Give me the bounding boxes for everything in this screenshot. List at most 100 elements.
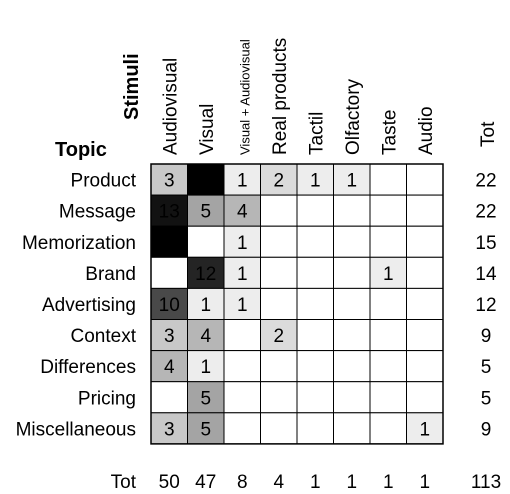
cell-pricing-taste (369, 381, 407, 414)
grand-total: 113 (471, 472, 501, 493)
row-label-message: Message (59, 202, 136, 223)
cell-value: 5 (200, 419, 211, 440)
cell-advertising-real-products (260, 287, 298, 320)
column-total: 1 (346, 472, 357, 493)
grid-border (150, 163, 444, 445)
cell-value: 3 (164, 419, 175, 440)
cell-differences-tactil (296, 350, 334, 383)
row-label-brand: Brand (85, 264, 136, 285)
cell-product-audio (406, 163, 444, 196)
cell-brand-real-products (260, 256, 298, 289)
cell-context-visual-audiovisual (223, 319, 261, 352)
cell-value: 1 (237, 171, 248, 192)
cell-value: 3 (164, 326, 175, 347)
cell-context-real-products (260, 319, 298, 352)
column-label-audio: Audio (416, 106, 437, 155)
cell-differences-audio (406, 350, 444, 383)
row-totals: 22 22 15 14 12 9 5 5 9 (475, 171, 497, 441)
cell-pricing-olfactory (333, 381, 371, 414)
cell-value: 14 (195, 171, 217, 192)
row-label-product: Product (71, 171, 137, 192)
row-label-miscellaneous: Miscellaneous (16, 419, 136, 440)
cell-value: 1 (310, 171, 321, 192)
column-totals: 50 47 8 4 1 1 1 1 (159, 472, 430, 493)
cell-differences-visual-audiovisual (223, 350, 261, 383)
column-label-tactil: Tactil (306, 112, 327, 155)
column-labels: Audiovisual Visual Visual + Audiovisual Rea… (160, 38, 437, 155)
row-label-memorization: Memorization (22, 233, 136, 254)
cell-value: 3 (164, 171, 175, 192)
cell-value: 4 (237, 202, 248, 223)
column-total: 1 (383, 472, 394, 493)
cell-advertising-visual-audiovisual (223, 287, 261, 320)
row-total: 5 (481, 388, 492, 409)
cell-pricing-visual (187, 381, 225, 414)
topic-axis-title: Topic (55, 139, 107, 161)
cell-differences-real-products (260, 350, 298, 383)
cell-advertising-audio (406, 287, 444, 320)
column-label-visual-audiovisual: Visual + Audiovisual (237, 39, 252, 155)
cell-value: 1 (237, 295, 248, 316)
cell-differences-visual (187, 350, 225, 383)
row-total: 14 (475, 264, 497, 285)
stimuli-axis-title: Stimuli (121, 53, 143, 120)
cell-differences-olfactory (333, 350, 371, 383)
cell-value: 1 (200, 295, 211, 316)
column-label-audiovisual: Audiovisual (160, 58, 181, 155)
row-total: 9 (481, 419, 492, 440)
cell-product-visual (187, 163, 225, 196)
cell-value: 13 (159, 202, 180, 223)
row-total: 5 (481, 357, 492, 378)
row-total: 22 (475, 171, 496, 192)
cell-value: 5 (200, 388, 211, 409)
cell-product-olfactory (333, 163, 371, 196)
row-total: 12 (475, 295, 496, 316)
cell-message-real-products (260, 194, 298, 227)
cell-message-tactil (296, 194, 334, 227)
tot-column-header: Tot (478, 121, 499, 147)
row-label-differences: Differences (40, 357, 136, 378)
cell-advertising-tactil (296, 287, 334, 320)
cell-miscellaneous-real-products (260, 412, 298, 445)
cell-pricing-real-products (260, 381, 298, 414)
column-label-olfactory: Olfactory (343, 78, 364, 155)
row-label-context: Context (71, 326, 137, 347)
row-total: 22 (475, 202, 496, 223)
cell-miscellaneous-taste (369, 412, 407, 445)
cell-advertising-taste (369, 287, 407, 320)
cell-memorization-tactil (296, 225, 334, 258)
cell-brand-olfactory (333, 256, 371, 289)
cell-value: 1 (200, 357, 211, 378)
cell-advertising-visual (187, 287, 225, 320)
cell-value: 4 (200, 326, 211, 347)
row-total: 9 (481, 326, 492, 347)
cell-pricing-visual-audiovisual (223, 381, 261, 414)
cell-memorization-olfactory (333, 225, 371, 258)
cell-value: 10 (159, 295, 180, 316)
cell-value: 5 (200, 202, 211, 223)
cell-value: 4 (164, 357, 175, 378)
cell-brand-taste (369, 256, 407, 289)
cell-context-visual (187, 319, 225, 352)
column-total: 1 (310, 472, 321, 493)
cell-memorization-visual (187, 225, 225, 258)
cell-message-visual (187, 194, 225, 227)
row-label-advertising: Advertising (42, 295, 136, 316)
column-total: 4 (273, 472, 284, 493)
cell-differences-taste (369, 350, 407, 383)
cell-pricing-audiovisual (150, 381, 188, 414)
cell-message-taste (369, 194, 407, 227)
cell-brand-audiovisual (150, 256, 188, 289)
cell-context-audio (406, 319, 444, 352)
cell-context-taste (369, 319, 407, 352)
tot-row-label: Tot (111, 472, 137, 493)
cell-message-audio (406, 194, 444, 227)
cell-miscellaneous-olfactory (333, 412, 371, 445)
cell-value: 1 (419, 419, 430, 440)
heatmap-cells: 3 14 1 2 1 113 5 414 112 1 110 1 13 4 24 153 5 1 (150, 163, 444, 445)
column-label-real-products: Real products (270, 38, 291, 155)
column-label-visual: Visual (197, 104, 218, 155)
cell-brand-audio (406, 256, 444, 289)
cell-value: 1 (383, 264, 394, 285)
